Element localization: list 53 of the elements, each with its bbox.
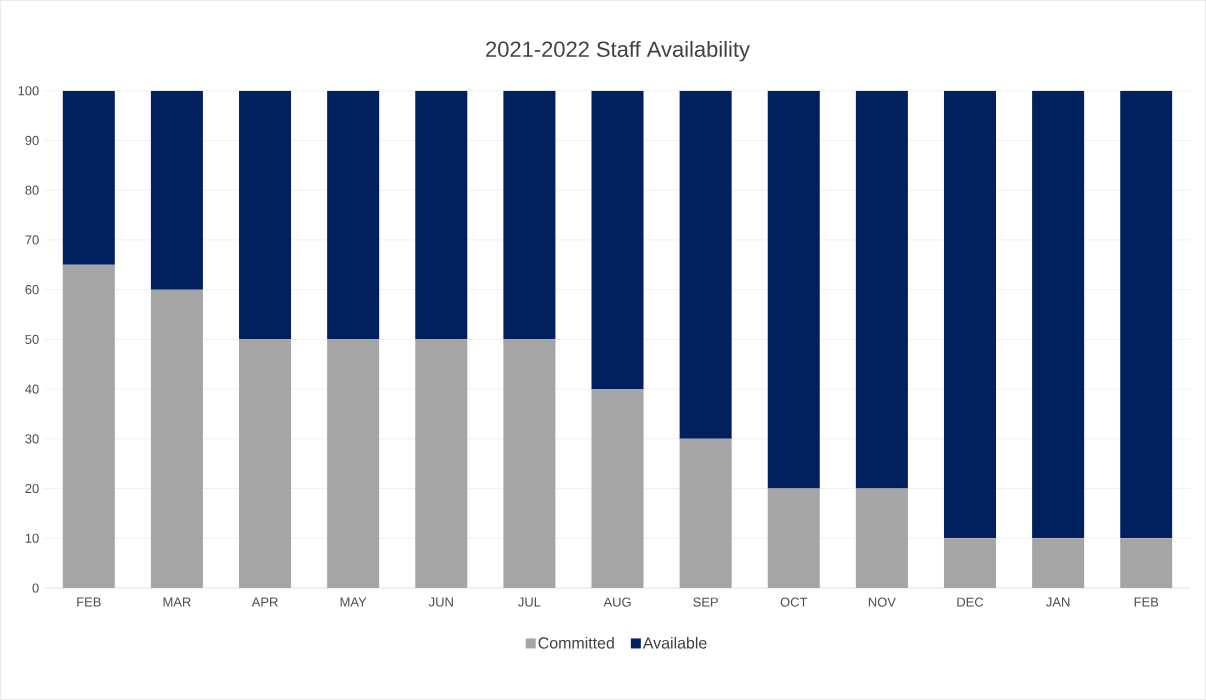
y-tick-label: 20 <box>25 484 39 494</box>
y-tick-label: 90 <box>25 135 39 146</box>
bar <box>239 90 292 340</box>
bar <box>679 90 732 439</box>
y-tick-label: 10 <box>25 533 39 543</box>
bar <box>767 90 820 489</box>
y-tick-label: 40 <box>25 384 39 394</box>
bar <box>239 339 292 589</box>
legend-label: Committed <box>538 637 614 649</box>
legend-label: Available <box>642 637 707 649</box>
x-tick-label: NOV <box>868 597 896 607</box>
bar <box>415 339 468 589</box>
bar <box>767 488 820 589</box>
x-tick-label: MAR <box>163 597 191 607</box>
x-tick-label: FEB <box>77 597 101 607</box>
x-tick-label: OCT <box>780 597 808 607</box>
x-tick-label: APR <box>251 597 278 607</box>
bar <box>150 90 203 290</box>
bar <box>150 289 203 589</box>
bar <box>1032 90 1085 539</box>
y-tick-label: 0 <box>32 583 39 593</box>
bar <box>327 339 380 589</box>
bar <box>1032 538 1085 589</box>
bar <box>943 538 997 589</box>
x-tick-label: JAN <box>1046 597 1070 607</box>
y-tick-label: 30 <box>25 434 39 444</box>
bar <box>415 90 468 340</box>
bar <box>943 90 997 539</box>
x-tick-label: SEP <box>693 597 718 607</box>
x-tick-label: JUN <box>428 597 453 607</box>
bar <box>62 90 115 265</box>
bar <box>1120 538 1173 589</box>
bar <box>62 264 115 589</box>
y-tick-label: 80 <box>25 185 39 195</box>
bar <box>855 488 908 589</box>
bar <box>679 438 732 589</box>
x-tick-label: AUG <box>603 597 631 607</box>
bar <box>591 389 644 589</box>
chart-title: 2021-2022 Staff Availability <box>486 41 750 62</box>
bar <box>327 90 380 340</box>
bar <box>855 90 908 489</box>
bar <box>591 90 644 390</box>
x-tick-label: JUL <box>518 597 541 607</box>
bar <box>503 339 556 589</box>
y-tick-label: 70 <box>25 235 39 245</box>
x-tick-label: FEB <box>1134 597 1159 607</box>
bar <box>503 90 556 340</box>
y-tick-label: 50 <box>25 334 39 345</box>
x-tick-label: DEC <box>957 597 984 607</box>
x-tick-label: MAY <box>340 597 367 607</box>
bar <box>1120 90 1173 539</box>
y-tick-label: 100 <box>18 86 39 96</box>
y-tick-label: 60 <box>25 285 39 295</box>
